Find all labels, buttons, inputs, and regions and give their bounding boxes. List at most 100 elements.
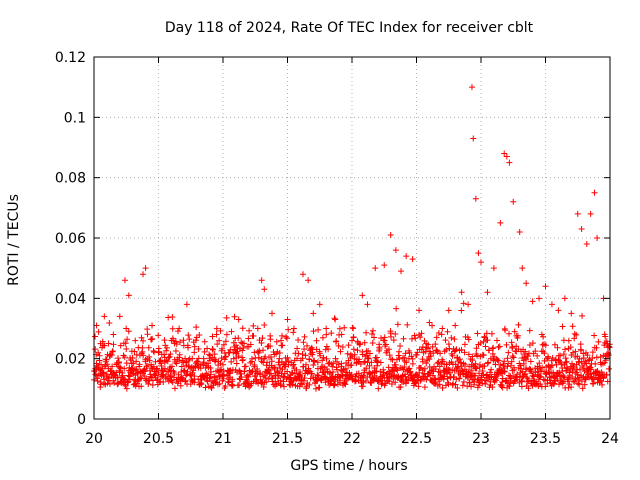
data-point bbox=[213, 331, 220, 338]
data-point bbox=[385, 346, 392, 353]
data-point bbox=[435, 330, 442, 337]
data-point bbox=[171, 385, 178, 392]
data-point bbox=[332, 355, 339, 362]
data-point bbox=[525, 385, 532, 392]
data-point bbox=[511, 366, 518, 373]
data-point bbox=[269, 310, 276, 317]
data-point bbox=[121, 277, 128, 284]
x-tick-label: 22.5 bbox=[401, 431, 432, 447]
data-point bbox=[142, 265, 149, 272]
data-point bbox=[189, 355, 196, 362]
data-point bbox=[349, 375, 356, 382]
data-point bbox=[169, 325, 176, 332]
data-point bbox=[408, 353, 415, 360]
data-point bbox=[442, 337, 449, 344]
data-point bbox=[388, 333, 395, 340]
data-point bbox=[464, 374, 471, 381]
data-point bbox=[591, 332, 598, 339]
data-point bbox=[572, 348, 579, 355]
data-point bbox=[219, 345, 226, 352]
data-point bbox=[295, 337, 302, 344]
x-tick-label: 22 bbox=[343, 431, 361, 447]
data-point bbox=[191, 343, 198, 350]
data-point bbox=[403, 253, 410, 260]
data-point bbox=[557, 352, 564, 359]
data-point bbox=[369, 330, 376, 337]
data-point bbox=[477, 340, 484, 347]
data-point bbox=[603, 371, 610, 378]
data-point bbox=[261, 286, 268, 293]
data-point bbox=[439, 358, 446, 365]
data-point bbox=[456, 375, 463, 382]
data-point bbox=[503, 153, 510, 160]
data-point bbox=[585, 357, 592, 364]
data-point bbox=[574, 366, 581, 373]
data-point bbox=[114, 381, 121, 388]
data-point bbox=[478, 259, 484, 266]
data-point bbox=[515, 321, 522, 328]
data-point bbox=[583, 360, 590, 367]
data-point bbox=[484, 337, 491, 344]
data-point bbox=[314, 359, 321, 366]
x-tick-label: 20 bbox=[85, 431, 103, 447]
data-point bbox=[233, 342, 240, 349]
data-point bbox=[421, 370, 428, 377]
data-point bbox=[593, 368, 600, 375]
data-point bbox=[299, 271, 306, 278]
data-point bbox=[313, 337, 320, 344]
data-point bbox=[214, 341, 221, 348]
data-point bbox=[173, 341, 180, 348]
data-point bbox=[244, 372, 251, 379]
data-point bbox=[195, 345, 202, 352]
data-point bbox=[226, 349, 233, 356]
data-point bbox=[276, 361, 283, 368]
data-point bbox=[429, 343, 436, 350]
data-point bbox=[232, 349, 239, 356]
data-point bbox=[380, 366, 387, 373]
data-point bbox=[262, 374, 269, 381]
data-point bbox=[216, 337, 223, 344]
data-point bbox=[436, 381, 443, 388]
y-tick-label: 0.08 bbox=[55, 171, 86, 187]
data-point bbox=[522, 348, 529, 355]
data-point bbox=[140, 271, 147, 278]
data-point bbox=[432, 365, 439, 372]
data-point bbox=[482, 343, 489, 350]
data-point bbox=[95, 328, 102, 335]
data-point bbox=[459, 382, 466, 389]
data-point bbox=[236, 367, 243, 374]
data-point bbox=[300, 339, 307, 346]
data-point bbox=[470, 135, 477, 142]
y-axis-label: ROTI / TECUs bbox=[6, 194, 22, 286]
data-point bbox=[267, 336, 274, 343]
data-point bbox=[421, 365, 428, 372]
data-point bbox=[567, 344, 574, 351]
data-point bbox=[445, 307, 452, 314]
data-point bbox=[338, 363, 345, 370]
data-point bbox=[336, 325, 343, 332]
data-point bbox=[565, 337, 572, 344]
data-point bbox=[167, 371, 174, 378]
data-point bbox=[309, 351, 316, 358]
data-point bbox=[423, 360, 430, 367]
data-point bbox=[146, 357, 153, 364]
data-point bbox=[319, 357, 326, 364]
data-point bbox=[121, 354, 128, 361]
data-point bbox=[235, 316, 242, 323]
data-point bbox=[374, 362, 381, 369]
data-point bbox=[239, 340, 246, 347]
data-point bbox=[136, 361, 143, 368]
data-point bbox=[123, 325, 130, 332]
data-points bbox=[91, 84, 613, 392]
data-point bbox=[202, 384, 209, 391]
data-point bbox=[563, 358, 570, 365]
data-point bbox=[254, 325, 261, 332]
data-point bbox=[411, 332, 418, 339]
data-point bbox=[536, 295, 543, 302]
data-point bbox=[125, 328, 132, 335]
data-point bbox=[565, 384, 572, 391]
data-point bbox=[216, 366, 223, 373]
data-point bbox=[392, 247, 399, 254]
data-point bbox=[285, 358, 292, 365]
